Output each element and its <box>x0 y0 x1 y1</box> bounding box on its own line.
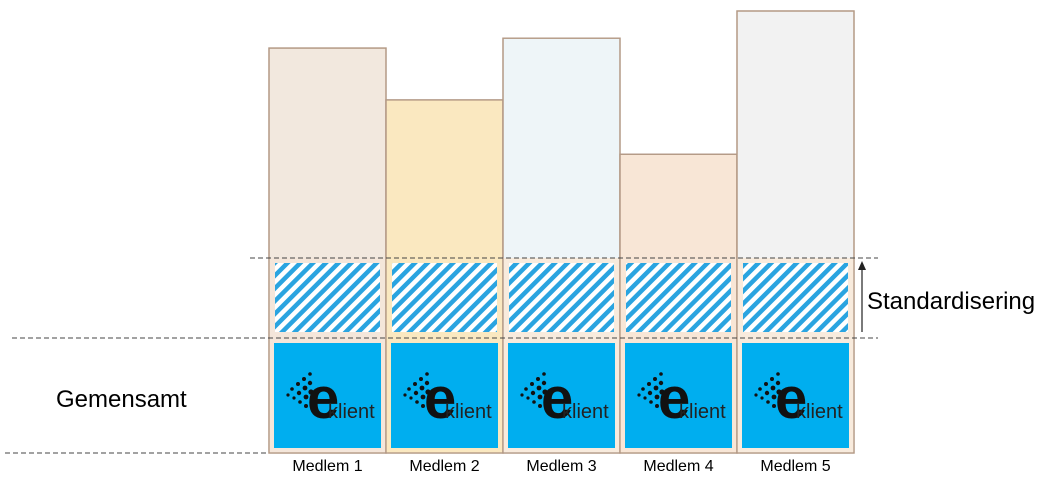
eklient-word: klient <box>445 401 492 423</box>
standardisering-hatch <box>626 263 731 332</box>
standardisering-hatch <box>509 263 614 332</box>
eklient-word: klient <box>679 401 726 423</box>
standardisering-hatch <box>275 263 380 332</box>
eklient-word: klient <box>796 401 843 423</box>
eklient-word: klient <box>328 401 375 423</box>
gemensamt-block <box>274 343 381 448</box>
eklient-letter: e <box>307 366 339 431</box>
eklient-letter: e <box>658 366 690 431</box>
eklient-letter: e <box>424 366 456 431</box>
member-label: Medlem 2 <box>409 458 479 475</box>
member-outline <box>736 10 855 454</box>
eklient-letter: e <box>775 366 807 431</box>
member-label: Medlem 3 <box>526 458 596 475</box>
standardisering-hatch <box>392 263 497 332</box>
member-label: Medlem 4 <box>643 458 713 475</box>
gemensamt-label: Gemensamt <box>56 386 187 413</box>
eklient-word: klient <box>562 401 609 423</box>
gemensamt-block <box>391 343 498 448</box>
member-label: Medlem 5 <box>760 458 830 475</box>
gemensamt-block <box>508 343 615 448</box>
standardisering-label: Standardisering <box>867 288 1035 315</box>
standardisering-hatch <box>743 263 848 332</box>
eklient-letter: e <box>541 366 573 431</box>
up-arrow-icon <box>858 261 866 332</box>
gemensamt-block <box>625 343 732 448</box>
member-label: Medlem 1 <box>292 458 362 475</box>
gemensamt-block <box>742 343 849 448</box>
